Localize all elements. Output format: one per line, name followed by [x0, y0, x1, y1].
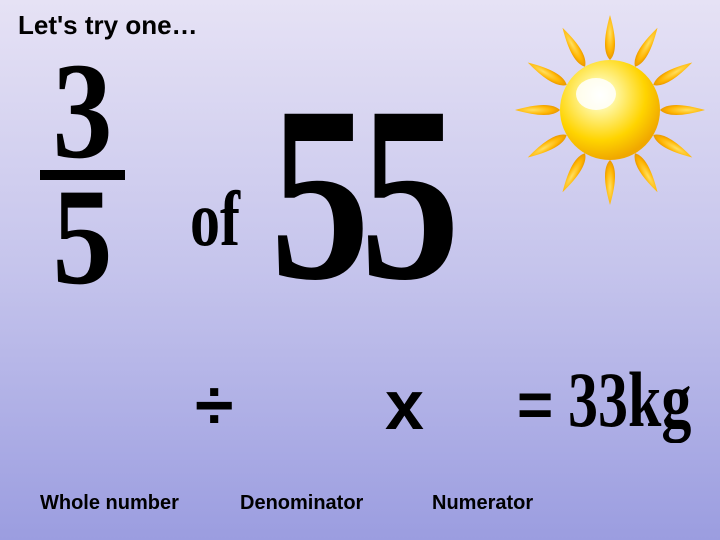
divide-operator: ÷: [195, 370, 233, 440]
sun-icon: [510, 10, 710, 210]
label-denominator: Denominator: [240, 492, 363, 515]
label-whole-number: Whole number: [40, 492, 179, 515]
multiply-operator: x: [385, 370, 424, 440]
whole-number-value: 55: [270, 95, 450, 295]
fraction: 3 5: [40, 60, 125, 288]
equals-operator: =: [517, 375, 553, 437]
result-value: 33kg: [568, 361, 691, 439]
fraction-numerator: 3: [40, 52, 125, 169]
of-text: of: [190, 175, 240, 265]
label-numerator: Numerator: [432, 492, 533, 515]
fraction-denominator: 5: [40, 178, 125, 295]
